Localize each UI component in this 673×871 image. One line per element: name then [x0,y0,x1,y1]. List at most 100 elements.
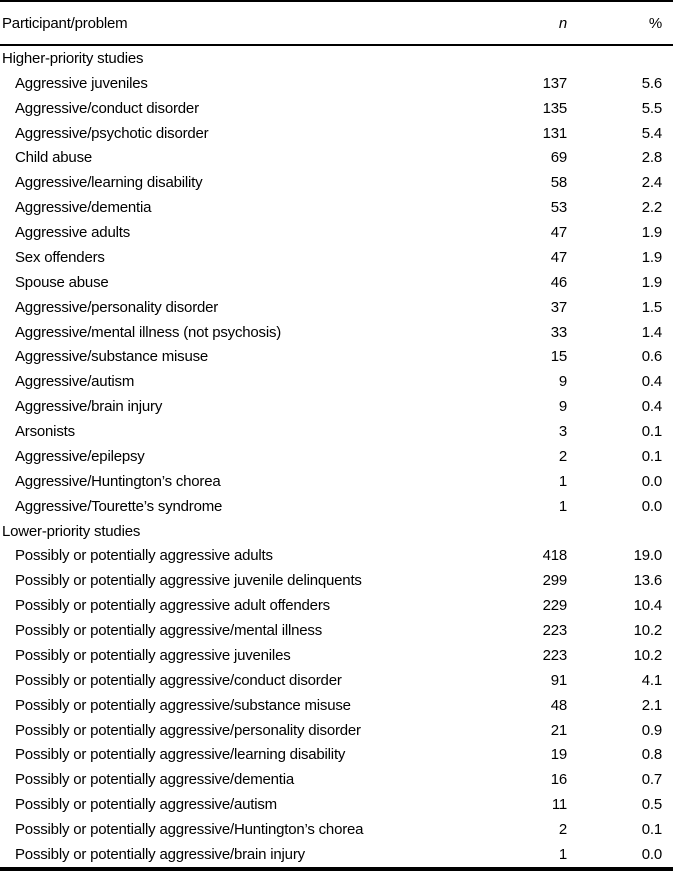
row-percent-value: 2.4 [641,174,662,192]
table-row: Aggressive/personality disorder 37 1.5 [0,295,673,320]
table-row: Possibly or potentially aggressive/Hunti… [0,817,673,842]
column-header-participant-problem: Participant/problem [2,14,128,32]
row-percent-value: 2.8 [641,149,662,167]
row-percent-value: 1.9 [641,248,662,266]
table-body: Higher-priority studies Aggressive juveni… [0,46,673,867]
row-n-value: 2 [558,447,567,465]
section-header-row: Lower-priority studies [0,519,673,544]
row-percent-value: 0.1 [641,447,662,465]
table-row: Aggressive juveniles 137 5.6 [0,71,673,96]
section-header-label: Higher-priority studies [2,49,144,67]
table-row: Child abuse 69 2.8 [0,146,673,171]
row-percent-value: 5.5 [641,99,662,117]
row-n-value: 131 [542,124,567,142]
table-row: Aggressive/mental illness (not psychosis… [0,320,673,345]
table-row: Possibly or potentially aggressive/demen… [0,767,673,792]
row-n-value: 37 [550,298,567,316]
table-row: Aggressive/learning disability 58 2.4 [0,170,673,195]
table-header-row: Participant/problem n % [0,2,673,46]
row-percent-value: 0.0 [641,472,662,490]
row-participant-label: Possibly or potentially aggressive/subst… [15,696,351,714]
row-percent-value: 0.0 [641,845,662,863]
column-header-percent: % [648,14,662,32]
table-row: Possibly or potentially aggressive/menta… [0,618,673,643]
row-n-value: 91 [550,671,567,689]
table-row: Possibly or potentially aggressive/subst… [0,693,673,718]
row-participant-label: Aggressive/personality disorder [15,298,219,316]
table-row: Possibly or potentially aggressive/brain… [0,842,673,867]
row-n-value: 11 [551,796,567,814]
row-percent-value: 0.9 [641,721,662,739]
row-percent-value: 0.7 [641,771,662,789]
row-participant-label: Arsonists [15,423,75,441]
row-n-value: 1 [558,497,567,515]
row-participant-label: Possibly or potentially aggressive/menta… [15,622,323,640]
row-percent-value: 19.0 [633,547,663,565]
row-participant-label: Aggressive/conduct disorder [15,99,199,117]
row-percent-value: 0.6 [641,348,662,366]
row-percent-value: 1.5 [641,298,662,316]
row-n-value: 58 [550,174,567,192]
row-participant-label: Possibly or potentially aggressive adult… [15,597,330,615]
section-header-label: Lower-priority studies [2,522,141,540]
table-row: Aggressive/substance misuse 15 0.6 [0,345,673,370]
row-n-value: 19 [550,746,567,764]
row-percent-value: 10.2 [633,622,663,640]
row-percent-value: 13.6 [633,572,663,590]
row-n-value: 1 [558,845,567,863]
row-n-value: 33 [550,323,567,341]
table-row: Possibly or potentially aggressive/autis… [0,792,673,817]
row-n-value: 9 [558,398,567,416]
row-n-value: 135 [542,99,567,117]
row-participant-label: Spouse abuse [15,273,109,291]
row-n-value: 53 [550,199,567,217]
table-row: Aggressive/Tourette’s syndrome 1 0.0 [0,494,673,519]
row-participant-label: Aggressive/mental illness (not psychosis… [15,323,282,341]
row-participant-label: Child abuse [15,149,93,167]
row-participant-label: Aggressive/autism [15,373,135,391]
row-participant-label: Possibly or potentially aggressive/demen… [15,771,295,789]
row-percent-value: 0.5 [641,796,662,814]
row-n-value: 48 [550,696,567,714]
row-participant-label: Aggressive juveniles [15,74,148,92]
row-n-value: 3 [558,423,567,441]
row-participant-label: Aggressive/brain injury [15,398,163,416]
table-row: Possibly or potentially aggressive/perso… [0,718,673,743]
table-row: Possibly or potentially aggressive adult… [0,593,673,618]
row-percent-value: 0.8 [641,746,662,764]
row-participant-label: Possibly or potentially aggressive/Hunti… [15,821,364,839]
row-percent-value: 4.1 [641,671,662,689]
row-participant-label: Possibly or potentially aggressive/perso… [15,721,361,739]
row-participant-label: Possibly or potentially aggressive/brain… [15,845,305,863]
table-row: Possibly or potentially aggressive/condu… [0,668,673,693]
row-n-value: 137 [542,74,567,92]
row-percent-value: 10.2 [633,646,663,664]
row-percent-value: 2.2 [641,199,662,217]
row-percent-value: 10.4 [633,597,663,615]
row-percent-value: 1.4 [641,323,662,341]
table-row: Possibly or potentially aggressive juven… [0,568,673,593]
row-n-value: 47 [550,248,567,266]
row-participant-label: Possibly or potentially aggressive/learn… [15,746,346,764]
row-n-value: 223 [542,622,567,640]
row-percent-value: 0.0 [641,497,662,515]
row-n-value: 69 [550,149,567,167]
row-participant-label: Possibly or potentially aggressive juven… [15,572,362,590]
row-n-value: 299 [542,572,567,590]
table-row: Spouse abuse 46 1.9 [0,270,673,295]
row-n-value: 9 [558,373,567,391]
row-n-value: 2 [558,821,567,839]
row-n-value: 15 [550,348,567,366]
row-n-value: 223 [542,646,567,664]
row-participant-label: Aggressive/Tourette’s syndrome [15,497,223,515]
row-n-value: 418 [542,547,567,565]
row-percent-value: 0.4 [641,398,662,416]
row-percent-value: 2.1 [641,696,662,714]
row-percent-value: 0.4 [641,373,662,391]
table-row: Aggressive/epilepsy 2 0.1 [0,444,673,469]
row-participant-label: Aggressive/substance misuse [15,348,209,366]
row-percent-value: 5.6 [641,74,662,92]
table-row: Sex offenders 47 1.9 [0,245,673,270]
table-row: Possibly or potentially aggressive juven… [0,643,673,668]
